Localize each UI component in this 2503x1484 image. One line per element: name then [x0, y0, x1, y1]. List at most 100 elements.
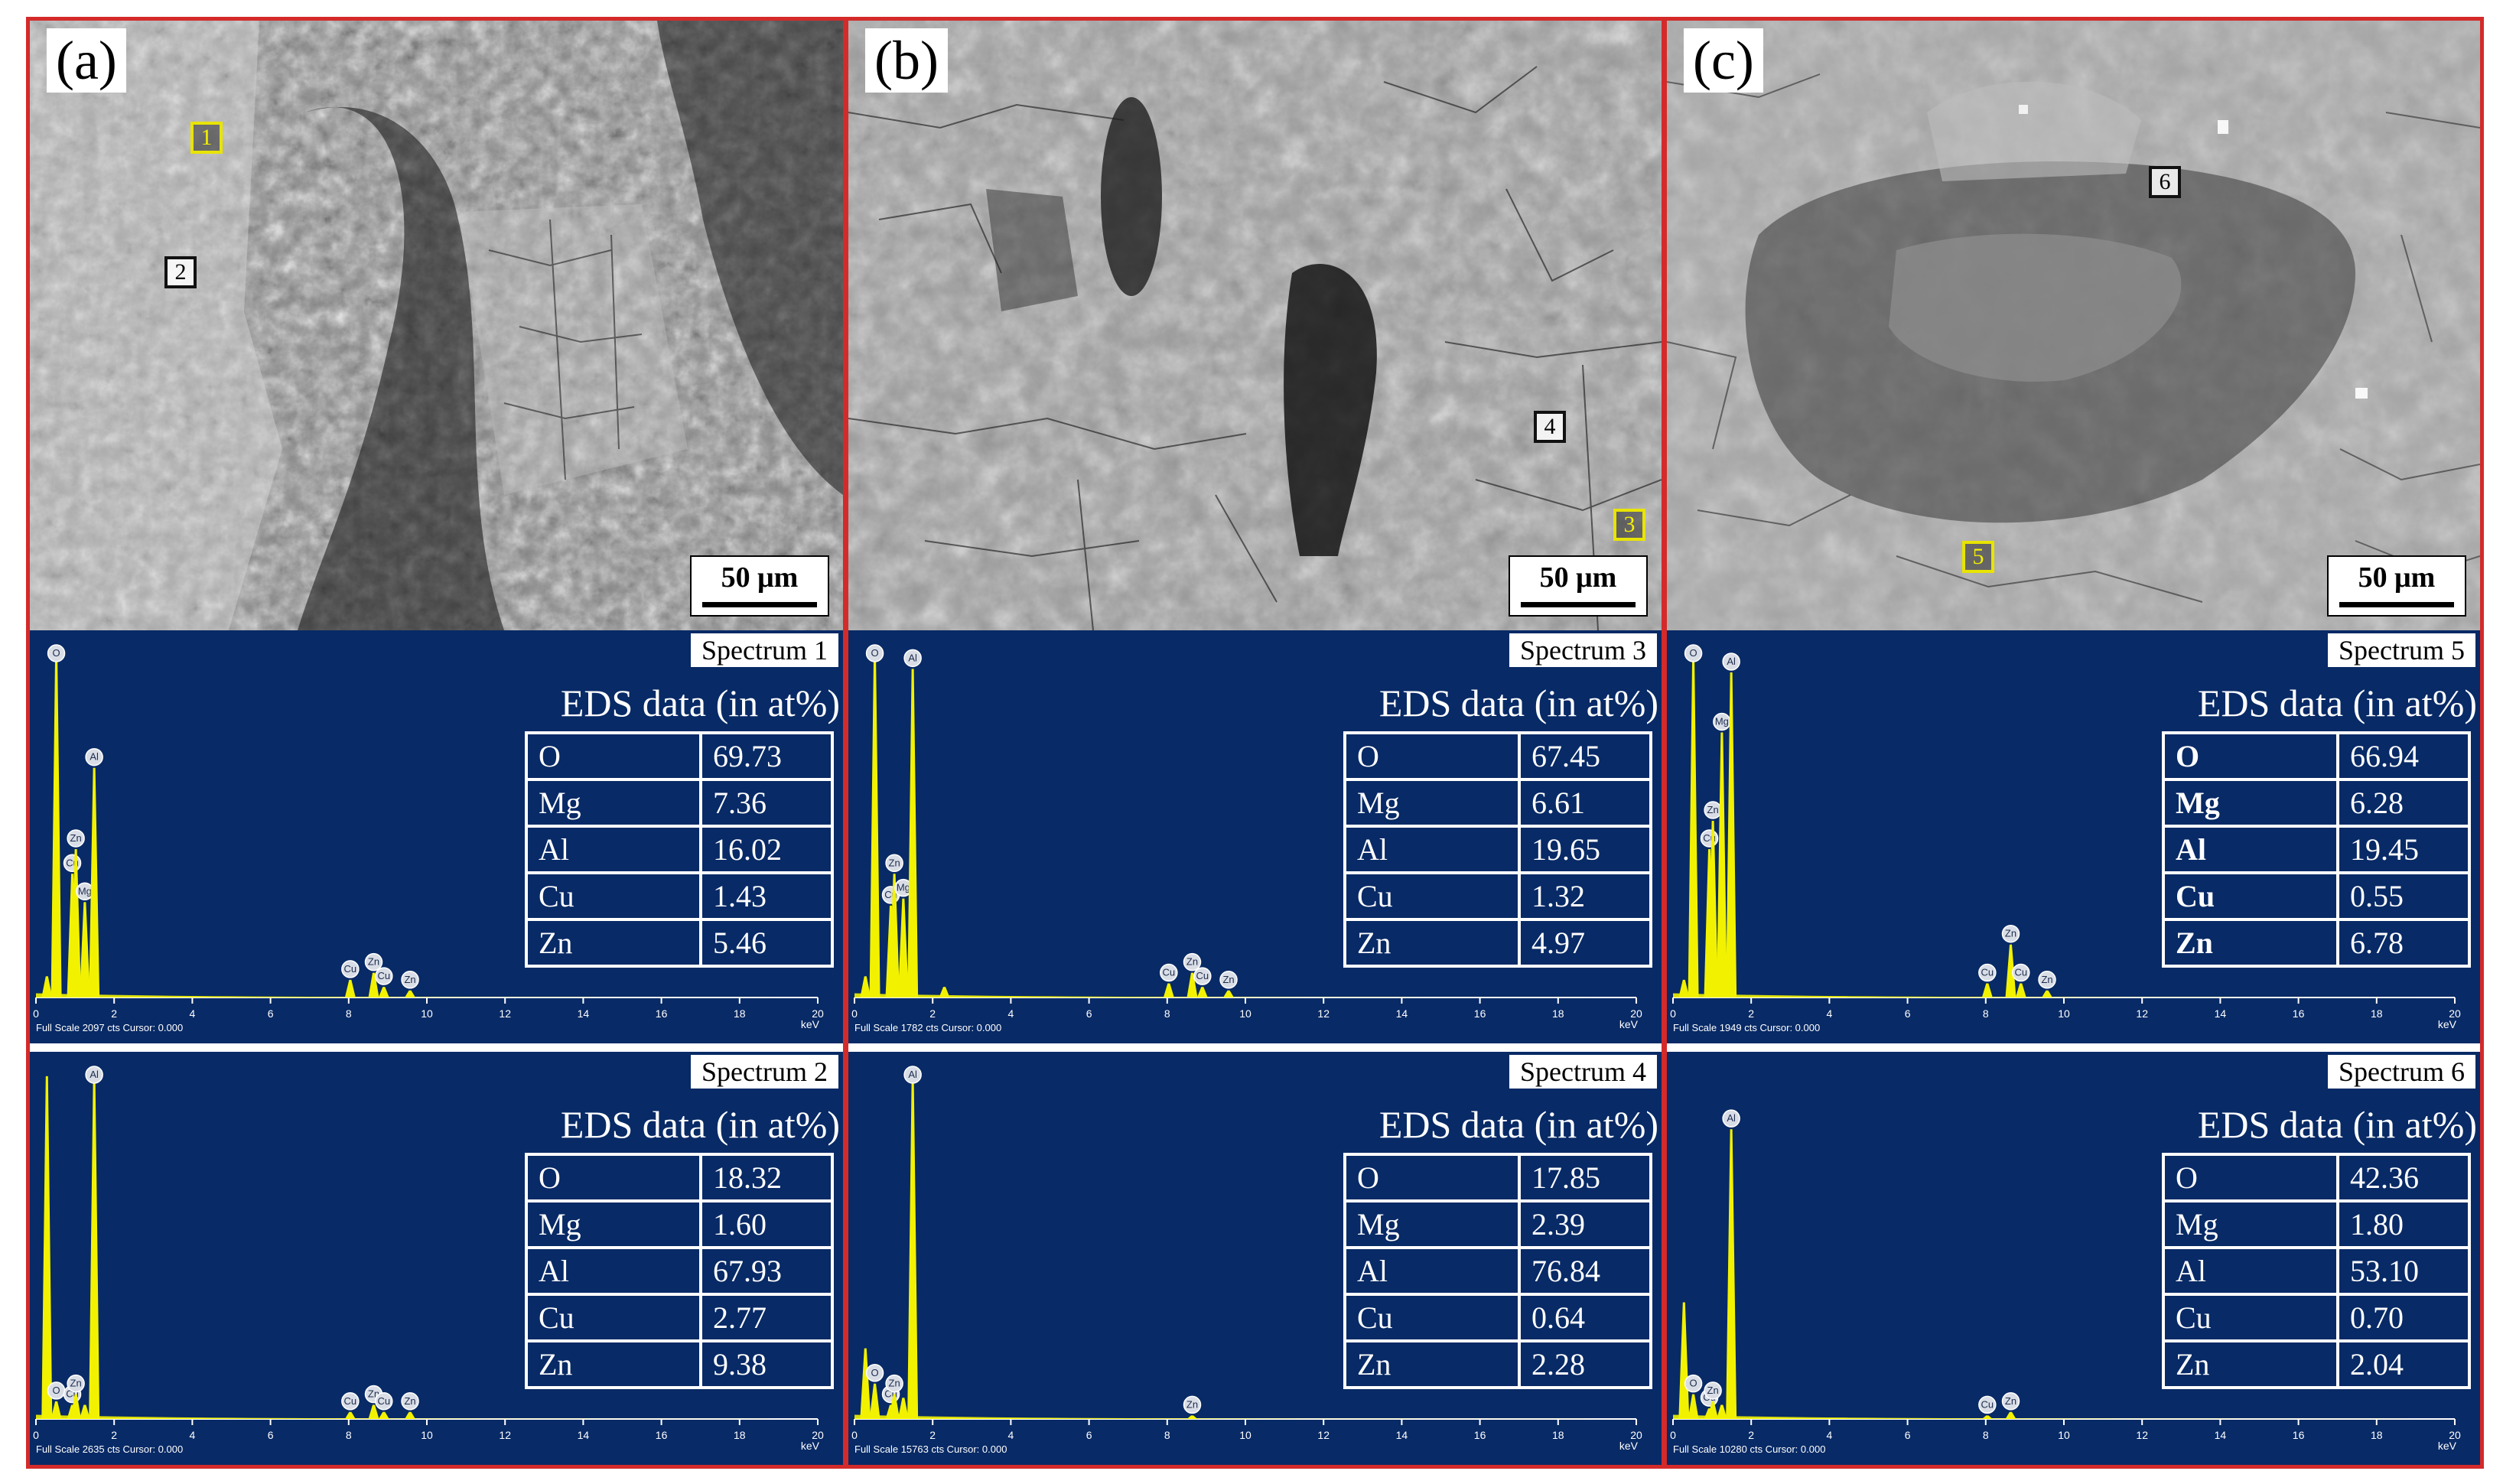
peak-label-bubble	[1160, 963, 1178, 982]
analysis-point-marker: 6	[2149, 166, 2181, 198]
at-percent: 6.61	[1518, 778, 1652, 828]
element: Zn	[2162, 1339, 2339, 1389]
at-percent: 0.64	[1518, 1293, 1652, 1342]
x-tick-label: 18	[734, 1429, 746, 1441]
peak-label: Zn	[2005, 1395, 2016, 1407]
element: Zn	[525, 918, 702, 968]
at-percent: 2.04	[2336, 1339, 2471, 1389]
spectrum-peak	[41, 1076, 53, 1419]
at-percent: 6.28	[2336, 778, 2471, 828]
spectrum-peak	[860, 976, 871, 997]
x-tick-label: 20	[1630, 1007, 1642, 1020]
x-tick-label: 16	[1474, 1007, 1486, 1020]
peak-label: Zn	[1707, 804, 1719, 815]
peak-label: Cu	[344, 1395, 357, 1407]
peak-label-bubble	[1722, 653, 1740, 671]
peak-label: Al	[908, 652, 917, 663]
spectrum-peak	[860, 1348, 871, 1419]
eds-row: Mg 6.61	[1343, 778, 1652, 828]
panel-label: (c)	[1684, 28, 1763, 93]
x-tick-label: 10	[1239, 1429, 1252, 1441]
spectrum-peak	[70, 1394, 82, 1419]
peak-label: Cu	[1196, 970, 1209, 981]
spectrum-peak	[1707, 821, 1719, 997]
at-percent: 2.77	[699, 1293, 834, 1342]
peak-label-bubble	[2038, 971, 2056, 989]
element: Al	[525, 825, 702, 874]
peak-label-bubble	[1183, 952, 1202, 971]
peak-label: Cu	[344, 963, 357, 975]
peak-label-bubble	[1183, 1395, 1202, 1414]
at-percent: 0.70	[2336, 1293, 2471, 1342]
eds-spectrum-1: 0 2 4 6 8 10 12 14 16 18 20 keV Full Scale 2097 cts …	[30, 630, 843, 1043]
eds-row: Cu 1.43	[525, 871, 834, 921]
spectrum-continuum	[36, 993, 818, 997]
full-scale-readout: Full Scale 1782 cts Cursor: 0.000	[854, 1022, 1001, 1033]
spectrum-peak	[89, 1079, 100, 1419]
spectrum-peak	[1716, 1404, 1727, 1419]
x-tick-label: 12	[2136, 1007, 2148, 1020]
peak-label: O	[1690, 647, 1697, 659]
peak-label: Zn	[889, 857, 900, 868]
peak-label: Zn	[889, 1378, 900, 1389]
spectrum-peak	[2005, 1411, 2016, 1419]
x-tick-label: 0	[33, 1429, 39, 1441]
peak-label: Al	[908, 1069, 917, 1080]
x-tick-label: 14	[578, 1007, 590, 1020]
spectrum-title: Spectrum 5	[2328, 633, 2475, 667]
peak-label-bubble	[375, 1392, 393, 1411]
eds-row: Cu 0.70	[2162, 1293, 2471, 1342]
scale-bar: 50 μm	[1509, 555, 1648, 617]
spectrum-peak	[1186, 1415, 1198, 1419]
peak-label: O	[871, 1367, 879, 1378]
full-scale-readout: Full Scale 1949 cts Cursor: 0.000	[1673, 1022, 1820, 1033]
eds-row: Mg 7.36	[525, 778, 834, 828]
peak-label: Cu	[2014, 967, 2027, 978]
peak-label: Cu	[377, 970, 390, 981]
sem-micrograph-b	[848, 21, 1662, 630]
sem-image-c: (c) 5 6 50 μm	[1667, 21, 2480, 630]
eds-row: Al 76.84	[1343, 1246, 1652, 1296]
peak-label: O	[53, 1385, 60, 1396]
x-tick-label: 10	[421, 1429, 433, 1441]
at-percent: 16.02	[699, 825, 834, 874]
full-scale-readout: Full Scale 15763 cts Cursor: 0.000	[854, 1443, 1007, 1455]
element: Al	[525, 1246, 702, 1296]
peak-label: Cu	[377, 1395, 390, 1407]
eds-row: O 17.85	[1343, 1153, 1652, 1202]
x-tick-label: 20	[1630, 1429, 1642, 1441]
spectrum-continuum	[854, 993, 1636, 997]
x-tick-label: 4	[190, 1429, 196, 1441]
x-axis-unit: keV	[801, 1440, 820, 1452]
x-tick-label: 20	[2449, 1007, 2461, 1020]
x-tick-label: 6	[268, 1007, 274, 1020]
eds-row: Cu 2.77	[525, 1293, 834, 1342]
peak-label: Zn	[1707, 1385, 1719, 1396]
eds-row: Mg 2.39	[1343, 1199, 1652, 1249]
eds-table: O 69.73 Mg 7.36 Al 16.02 Cu 1.43 Zn 5.46	[525, 731, 834, 968]
x-tick-label: 20	[2449, 1429, 2461, 1441]
eds-row: O 67.45	[1343, 731, 1652, 781]
peak-label: Zn	[1186, 956, 1198, 968]
full-scale-readout: Full Scale 2635 cts Cursor: 0.000	[36, 1443, 183, 1455]
eds-row: O 69.73	[525, 731, 834, 781]
peak-label-bubble	[85, 1066, 103, 1084]
peak-label: O	[871, 647, 879, 659]
x-tick-label: 6	[268, 1429, 274, 1441]
peak-label: Cu	[1981, 1398, 1994, 1410]
x-tick-label: 2	[111, 1007, 117, 1020]
eds-row: Mg 1.60	[525, 1199, 834, 1249]
spectrum-peak	[378, 987, 389, 997]
x-tick-label: 10	[421, 1007, 433, 1020]
x-tick-label: 8	[1983, 1429, 1989, 1441]
eds-row: Mg 1.80	[2162, 1199, 2471, 1249]
at-percent: 6.78	[2336, 918, 2471, 968]
x-tick-label: 10	[1239, 1007, 1252, 1020]
peak-label-bubble	[1684, 1374, 1703, 1393]
element: Al	[1343, 1246, 1521, 1296]
eds-spectrum-2: 0 2 4 6 8 10 12 14 16 18 20 keV Full Scale 2635 cts …	[30, 1052, 843, 1465]
peak-label: O	[53, 647, 60, 659]
x-tick-label: 2	[111, 1429, 117, 1441]
